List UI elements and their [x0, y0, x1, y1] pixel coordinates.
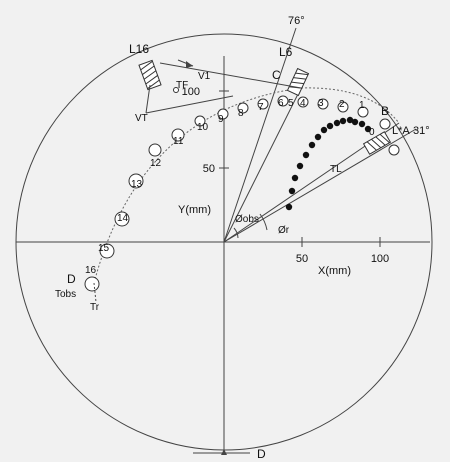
x-tick-label-50: 50	[296, 253, 308, 265]
sensor-marker-13	[128, 173, 144, 189]
trajectory-point-14	[364, 125, 372, 133]
sensor-marker-14	[114, 211, 130, 227]
sensor-label-4: 4	[300, 98, 306, 109]
sensor-marker-7	[257, 98, 269, 110]
angle-31-label: 31°	[413, 125, 430, 137]
sensor-marker-10	[194, 115, 206, 127]
sensor-marker-15	[99, 243, 115, 259]
marker-Tobs: Tobs	[55, 289, 76, 300]
sensor-marker-12	[148, 143, 162, 157]
sensor-label-8: 8	[238, 108, 244, 119]
sensor-block-LA	[362, 131, 392, 155]
angle-r-label: Ør	[278, 225, 290, 236]
marker-Tr: Tr	[90, 302, 100, 313]
marker-D: D	[67, 272, 76, 286]
line-to-C	[223, 87, 302, 243]
trajectory-point-12	[351, 118, 359, 126]
x-axis-label: X(mm)	[318, 265, 351, 277]
sensor-label-2: 2	[339, 99, 345, 110]
sensor-block-L16	[138, 59, 162, 91]
trajectory-point-7	[320, 126, 328, 134]
marker-L16: L16	[129, 42, 149, 56]
marker-LA: L*A	[392, 125, 410, 137]
sensor-marker-2	[357, 106, 369, 118]
marker-TL: TL	[330, 164, 342, 175]
trajectory-point-10	[339, 117, 347, 125]
sensor-label-14: 14	[117, 213, 129, 224]
sensor-marker-8	[237, 102, 249, 114]
radial-76	[223, 27, 297, 243]
marker-V1: V1	[198, 71, 211, 82]
sensor-label-13: 13	[131, 179, 143, 190]
vt-line	[145, 95, 234, 114]
trajectory-point-9	[333, 119, 341, 127]
radial-31	[223, 128, 417, 243]
sensor-marker-16	[84, 276, 100, 292]
sensor-markers	[84, 95, 400, 292]
sensor-label-10: 10	[197, 122, 209, 133]
sensor-label-0: 0	[369, 127, 375, 138]
sensor-label-9: 9	[218, 114, 224, 125]
sensor-label-12: 12	[150, 158, 162, 169]
sensor-marker-5	[297, 96, 309, 108]
y-axis-label: Y(mm)	[178, 204, 211, 216]
sensor-marker-11	[171, 128, 185, 142]
marker-VT: VT	[135, 113, 148, 124]
tr-line	[93, 282, 97, 303]
sensor-marker-6	[277, 95, 289, 107]
angle-76-label: 76°	[288, 15, 305, 27]
bottom-d-arrow	[221, 449, 227, 455]
trajectory-point-6	[314, 133, 322, 141]
sensor-label-15: 15	[98, 243, 110, 254]
trajectory-point-5	[308, 141, 316, 149]
sensor-label-6: 6	[278, 98, 284, 109]
trajectory-point-13	[358, 120, 366, 128]
trajectory-point-3	[296, 162, 304, 170]
sensor-marker-0	[388, 144, 400, 156]
sensor-marker-9	[217, 108, 229, 120]
sensor-label-16: 16	[85, 265, 97, 276]
angle-arc-r	[259, 213, 268, 231]
y-tick-label-100: 100	[182, 86, 200, 98]
trajectory-points	[285, 116, 372, 211]
trajectory-point-11	[346, 116, 354, 124]
sensor-block-L6	[286, 67, 310, 97]
sensor-label-3: 3	[318, 98, 324, 109]
x-tick-label-100: 100	[371, 253, 389, 265]
trajectory-point-1	[288, 187, 296, 195]
marker-B: B	[381, 104, 389, 118]
angle-obs-label: Øobs	[235, 214, 259, 225]
tf-point	[173, 87, 179, 93]
l16-to-vt-line	[145, 84, 151, 114]
sensor-label-5: 5	[288, 98, 294, 109]
v1-arrowhead	[186, 61, 193, 68]
sensor-arc	[93, 87, 400, 284]
sensor-label-1: 1	[359, 100, 365, 111]
marker-C: C	[272, 68, 281, 82]
sensor-label-7: 7	[258, 102, 264, 113]
sensor-marker-1	[379, 118, 391, 130]
trajectory-point-2	[291, 174, 299, 182]
sensor-label-11: 11	[173, 136, 184, 147]
trajectory-point-4	[302, 151, 310, 159]
marker-L6: L6	[279, 45, 293, 59]
bottom-D-label: D	[257, 447, 266, 461]
l16-to-c-line	[159, 62, 302, 89]
trajectory-point-0	[285, 203, 293, 211]
marker-TF: TF	[176, 80, 188, 91]
trajectory-point-8	[326, 122, 334, 130]
sensor-marker-4	[317, 98, 329, 110]
sensor-marker-3	[337, 101, 349, 113]
angle-arc-obs	[233, 227, 239, 239]
y-tick-label-50: 50	[203, 163, 215, 175]
